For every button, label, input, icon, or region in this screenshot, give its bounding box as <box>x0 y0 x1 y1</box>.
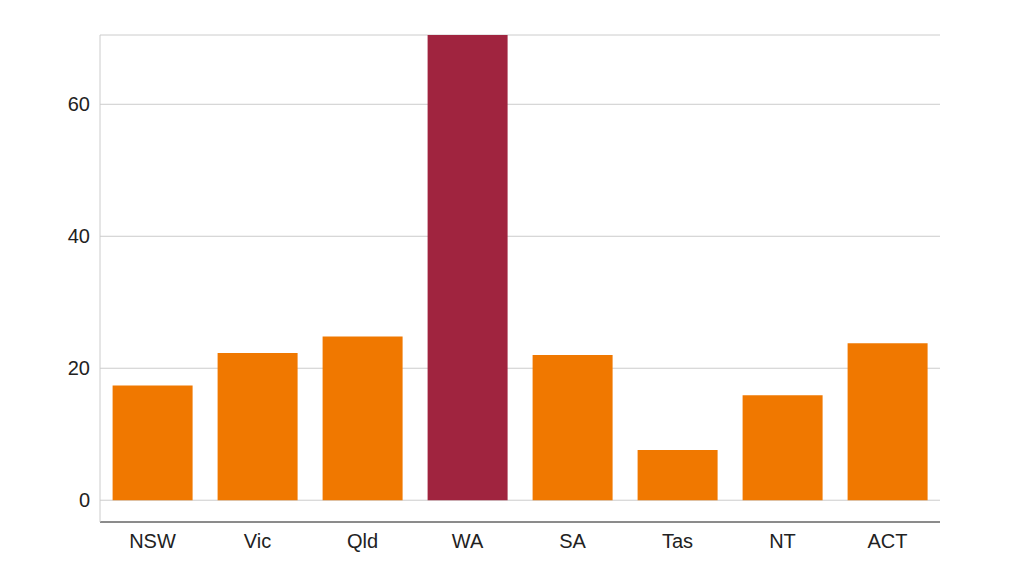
svg-text:60: 60 <box>68 93 90 115</box>
svg-text:Vic: Vic <box>244 530 271 552</box>
svg-text:Qld: Qld <box>347 530 378 552</box>
svg-text:40: 40 <box>68 225 90 247</box>
svg-text:20: 20 <box>68 357 90 379</box>
svg-text:SA: SA <box>559 530 586 552</box>
svg-text:0: 0 <box>79 489 90 511</box>
svg-text:NT: NT <box>769 530 796 552</box>
svg-text:ACT: ACT <box>868 530 908 552</box>
svg-text:NSW: NSW <box>129 530 176 552</box>
svg-text:WA: WA <box>452 530 484 552</box>
svg-text:Tas: Tas <box>662 530 693 552</box>
